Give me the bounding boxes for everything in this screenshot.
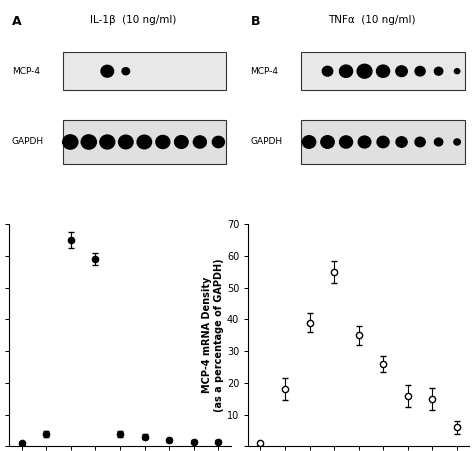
Ellipse shape — [358, 136, 371, 148]
Ellipse shape — [118, 135, 133, 149]
Ellipse shape — [396, 137, 407, 147]
Ellipse shape — [63, 135, 78, 149]
Text: MCP-4: MCP-4 — [12, 67, 40, 76]
Ellipse shape — [415, 137, 425, 147]
Text: GAPDH: GAPDH — [250, 138, 283, 147]
Ellipse shape — [302, 136, 316, 148]
Ellipse shape — [101, 65, 114, 77]
Ellipse shape — [174, 136, 188, 148]
Ellipse shape — [339, 136, 353, 148]
Ellipse shape — [455, 69, 460, 74]
Bar — [63, 120, 226, 164]
Ellipse shape — [81, 135, 96, 149]
Ellipse shape — [357, 64, 372, 78]
Text: IL-1β  (10 ng/ml): IL-1β (10 ng/ml) — [90, 15, 176, 25]
Bar — [301, 52, 465, 91]
Ellipse shape — [212, 136, 224, 147]
Text: TNFα  (10 ng/ml): TNFα (10 ng/ml) — [328, 15, 416, 25]
Ellipse shape — [454, 139, 460, 145]
Ellipse shape — [321, 136, 334, 148]
Text: B: B — [250, 15, 260, 28]
Ellipse shape — [100, 135, 115, 149]
Y-axis label: MCP-4 mRNA Density
(as a percentage of GAPDH): MCP-4 mRNA Density (as a percentage of G… — [202, 258, 224, 412]
Ellipse shape — [376, 65, 390, 77]
Ellipse shape — [396, 66, 407, 77]
Text: MCP-4: MCP-4 — [250, 67, 278, 76]
Bar — [63, 52, 226, 91]
Ellipse shape — [137, 135, 152, 149]
Ellipse shape — [415, 66, 425, 76]
Ellipse shape — [322, 66, 333, 76]
Ellipse shape — [339, 65, 353, 77]
Ellipse shape — [434, 138, 443, 146]
Ellipse shape — [434, 67, 443, 75]
Ellipse shape — [122, 68, 129, 75]
Ellipse shape — [156, 135, 170, 148]
Ellipse shape — [193, 136, 206, 148]
Text: GAPDH: GAPDH — [12, 138, 44, 147]
Text: A: A — [12, 15, 21, 28]
Bar — [301, 120, 465, 164]
Ellipse shape — [377, 136, 389, 147]
